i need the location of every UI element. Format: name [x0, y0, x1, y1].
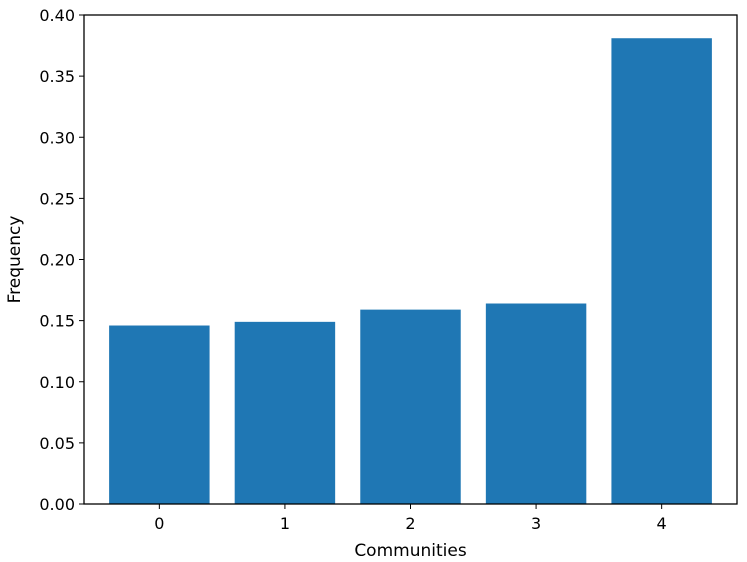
- y-tick-label: 0.05: [39, 434, 75, 453]
- y-tick-label: 0.30: [39, 128, 75, 147]
- x-tick-label: 4: [657, 514, 667, 533]
- x-tick-label: 3: [531, 514, 541, 533]
- bar-community-1: [234, 321, 336, 504]
- y-tick-label: 0.40: [39, 6, 75, 25]
- x-tick-label: 1: [280, 514, 290, 533]
- x-axis-label: Communities: [354, 541, 467, 561]
- bar-community-2: [360, 309, 461, 504]
- bars-group: [109, 38, 712, 504]
- bar-community-0: [109, 325, 210, 504]
- x-tick-label: 2: [405, 514, 415, 533]
- y-tick-label: 0.20: [39, 251, 75, 270]
- y-axis-label: Frequency: [5, 216, 25, 304]
- y-tick-label: 0.15: [39, 312, 75, 331]
- x-axis-ticks: 0 1 2 3 4: [154, 504, 667, 533]
- x-tick-label: 0: [154, 514, 164, 533]
- bar-community-3: [485, 303, 587, 504]
- y-tick-label: 0.10: [39, 373, 75, 392]
- bar-community-4: [611, 38, 712, 504]
- y-tick-label: 0.25: [39, 189, 75, 208]
- y-axis-ticks: 0.00 0.05 0.10 0.15 0.20 0.25 0.30 0.35 0.40: [39, 6, 84, 514]
- y-tick-label: 0.35: [39, 67, 75, 86]
- plot-frame: [83, 14, 738, 505]
- y-tick-label: 0.00: [39, 495, 75, 514]
